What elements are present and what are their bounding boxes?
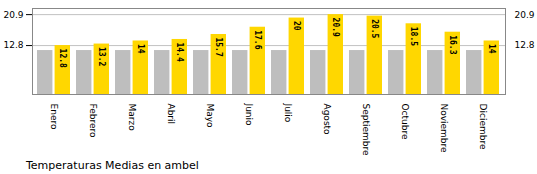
svg-text:18.5: 18.5 (409, 27, 418, 46)
svg-text:Junio: Junio (244, 103, 254, 127)
html-text:Temperaturas Medias en ambel: Temperaturas Medias en ambel (26, 159, 199, 172)
svg-text:20.5: 20.5 (370, 19, 379, 38)
svg-text:Diciembre: Diciembre (478, 104, 488, 150)
svg-text:Enero: Enero (49, 104, 59, 130)
svg-text:13.2: 13.2 (97, 47, 106, 66)
svg-text:Agosto: Agosto (322, 104, 332, 136)
svg-text:12.8: 12.8 (515, 40, 535, 50)
svg-text:12.8: 12.8 (58, 49, 67, 68)
svg-text:15.7: 15.7 (214, 37, 223, 56)
svg-text:Febrero: Febrero (88, 104, 98, 138)
svg-text:Noviembre: Noviembre (439, 104, 449, 154)
svg-text:20.9: 20.9 (515, 9, 535, 19)
svg-text:12.8: 12.8 (3, 40, 23, 50)
svg-text:Mayo: Mayo (205, 104, 215, 129)
svg-text:Julio: Julio (283, 103, 293, 123)
svg-text:20: 20 (292, 21, 301, 31)
svg-text:Marzo: Marzo (127, 104, 137, 132)
svg-text:14: 14 (487, 44, 496, 54)
svg-text:Septiembre: Septiembre (361, 104, 371, 157)
svg-text:16.3: 16.3 (448, 35, 457, 54)
svg-text:20.9: 20.9 (3, 9, 23, 19)
svg-text:Octubre: Octubre (400, 104, 410, 140)
svg-text:14.4: 14.4 (175, 42, 184, 61)
svg-text:17.6: 17.6 (253, 30, 262, 49)
svg-text:Abril: Abril (166, 104, 176, 125)
svg-text:20.9: 20.9 (331, 18, 340, 37)
svg-text:14: 14 (136, 44, 145, 54)
